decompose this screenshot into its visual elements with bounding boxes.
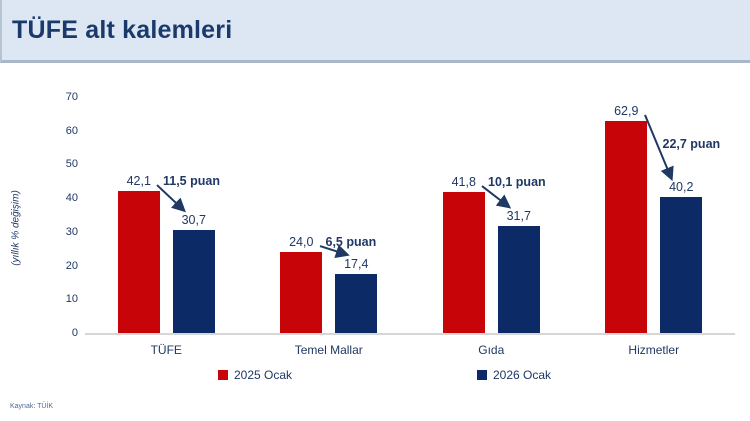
bar-value-label: 62,9: [614, 103, 639, 118]
y-axis-ticks: 0 10 20 30 40 50 60 70: [42, 91, 78, 339]
plot-area: 42,1 30,7 11,5 puan TÜFE 24,0 17,4 6,5 puan Tem…: [85, 97, 736, 357]
y-tick-label: 30: [65, 225, 78, 238]
y-tick-label: 0: [71, 327, 78, 339]
category-label: TÜFE: [150, 343, 182, 357]
bar-2026-ocak: [335, 274, 378, 333]
bar-wrap: 40,2: [660, 97, 703, 333]
bar-group-tüfe: 42,1 30,7 11,5 puan TÜFE: [85, 97, 248, 357]
y-tick-label: 60: [65, 124, 78, 137]
bar-wrap: 24,0: [280, 97, 323, 333]
bar-wrap: 41,8: [442, 97, 485, 333]
bar-value-label: 17,4: [344, 257, 369, 272]
y-tick-label: 50: [65, 158, 78, 171]
legend-swatch-2025-icon: [218, 370, 228, 380]
bar-2026-ocak: [497, 226, 540, 333]
legend-label-2025: 2025 Ocak: [234, 368, 293, 382]
bar-2026-ocak: [660, 197, 703, 333]
legend-label-2026: 2026 Ocak: [493, 368, 552, 382]
bar-value-label: 41,8: [451, 175, 476, 190]
legend-swatch-2026-icon: [477, 370, 487, 380]
decrease-arrow-icon: [319, 244, 350, 258]
legend-item-2026-ocak: 2026 Ocak: [477, 368, 551, 382]
header: TÜFE alt kalemleri: [0, 0, 750, 63]
y-tick-label: 70: [65, 91, 78, 103]
decrease-arrow-icon: [643, 114, 674, 182]
source-note: Kaynak: TÜİK: [10, 403, 54, 410]
bar-wrap: 31,7: [497, 97, 540, 333]
bar-group-gıda: 41,8 31,7 10,1 puan Gıda: [410, 97, 573, 357]
category-label: Temel Mallar: [294, 343, 363, 357]
difference-annotation: 6,5 puan: [325, 235, 377, 250]
bar-2026-ocak: [172, 229, 215, 333]
difference-annotation: 10,1 puan: [488, 175, 546, 190]
category-label: Gıda: [478, 343, 505, 357]
bar-wrap: 42,1: [117, 97, 160, 333]
legend-item-2025-ocak: 2025 Ocak: [218, 368, 292, 382]
bar-2025-ocak: [605, 120, 648, 333]
bar-value-label: 42,1: [126, 174, 151, 189]
bar-2025-ocak: [442, 192, 485, 333]
decrease-arrow-icon: [156, 184, 186, 213]
bar-value-label: 30,7: [181, 212, 206, 227]
bar-2025-ocak: [280, 252, 323, 333]
bar-wrap: 17,4: [335, 97, 378, 333]
bar-group-temel-mallar: 24,0 17,4 6,5 puan Temel Mallar: [248, 97, 411, 357]
bar-value-label: 40,2: [669, 180, 694, 195]
y-axis-label: (yıllık % değişim): [10, 190, 22, 266]
legend: 2025 Ocak 2026 Ocak: [85, 368, 735, 384]
bar-2025-ocak: [117, 191, 160, 333]
category-label: Hizmetler: [628, 343, 680, 357]
y-tick-label: 20: [65, 259, 78, 272]
bar-wrap: 62,9: [605, 97, 648, 333]
y-tick-label: 10: [65, 293, 78, 306]
bar-value-label: 24,0: [289, 235, 314, 250]
y-tick-label: 40: [65, 192, 78, 205]
difference-annotation: 11,5 puan: [163, 174, 220, 189]
decrease-arrow-icon: [481, 185, 512, 209]
bar-wrap: 30,7: [172, 97, 215, 333]
bar-value-label: 31,7: [506, 209, 531, 224]
difference-annotation: 22,7 puan: [662, 136, 721, 151]
page-title: TÜFE alt kalemleri: [12, 15, 233, 44]
bar-group-hizmetler: 62,9 40,2 22,7 puan Hizmetler: [573, 97, 736, 357]
